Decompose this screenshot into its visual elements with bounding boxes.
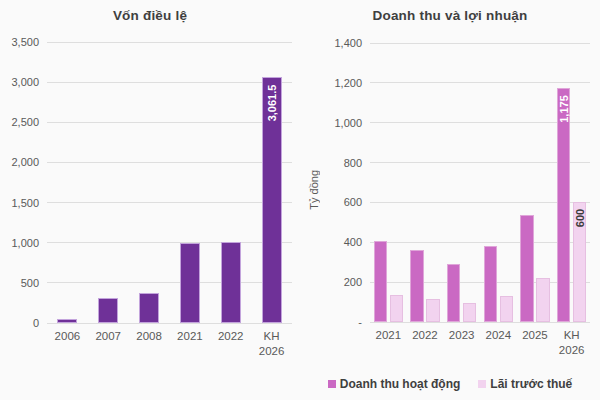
gridline [370, 82, 590, 83]
bar-Doanh thu hoạt động [410, 250, 424, 322]
y-tick-label: 800 [300, 156, 362, 170]
y-tick-label: 1,000 [0, 236, 39, 250]
y-tick-label: 1,400 [300, 36, 362, 50]
gridline [370, 43, 590, 44]
x-tick-label: 2025 [517, 328, 554, 343]
legend-marker-icon [328, 380, 336, 388]
chart-von-dieu-le: Vốn điều lệ 3,061.5 0 500 1,000 1,500 2,000 2… [0, 0, 300, 400]
bar-Lãi trước thuế [426, 299, 440, 322]
legend-label: Doanh thu hoạt động [340, 377, 461, 391]
gridline [47, 162, 292, 163]
y-tick-label: 2,500 [0, 115, 39, 129]
bar-Vốn điều lệ [180, 243, 200, 323]
charts-panel: Vốn điều lệ 3,061.5 0 500 1,000 1,500 2,000 2… [0, 0, 600, 400]
x-tick-label: KH 2026 [553, 328, 590, 358]
gridline [47, 282, 292, 283]
legend-label: Lãi trước thuế [490, 377, 572, 391]
gridline [47, 202, 292, 203]
gridline [47, 122, 292, 123]
chart-title: Vốn điều lệ [0, 8, 300, 23]
gridline [47, 323, 292, 324]
x-tick-label: 2022 [210, 329, 251, 344]
gridline [47, 82, 292, 83]
plot-area: 1,175 600 [370, 43, 590, 322]
y-tick-label: 0 [0, 316, 39, 330]
x-tick-label: 2024 [480, 328, 517, 343]
y-tick-label: 500 [0, 276, 39, 290]
legend-marker-icon [478, 380, 486, 388]
y-tick-label: 200 [300, 275, 362, 289]
bar-Doanh thu hoạt động [520, 215, 534, 322]
chart-doanh-thu-loi-nhuan: Doanh thu và lợi nhuận Tỷ đồng 1,175600 … [300, 0, 600, 400]
gridline [47, 42, 292, 43]
bar-Vốn điều lệ [139, 293, 159, 323]
x-tick-label: 2022 [407, 328, 444, 343]
bar-Lãi trước thuế [463, 303, 477, 322]
legend: Doanh thu hoạt động Lãi trước thuế [300, 377, 600, 391]
bar-Lãi trước thuế [390, 295, 404, 322]
y-tick-label: 600 [300, 195, 362, 209]
y-tick-label: - [300, 315, 362, 329]
x-tick-label: 2021 [370, 328, 407, 343]
x-tick-label: 2007 [88, 329, 129, 344]
bar-Vốn điều lệ [221, 242, 241, 323]
bar-Doanh thu hoạt động [374, 241, 388, 322]
x-tick-label: 2023 [443, 328, 480, 343]
bar-Doanh thu hoạt động [447, 264, 461, 322]
x-tick-label: 2006 [47, 329, 88, 344]
plot-area: 3,061.5 [47, 42, 292, 323]
legend-item: Lãi trước thuế [478, 377, 572, 391]
legend-item: Doanh thu hoạt động [328, 377, 461, 391]
bar-value-label: 1,175 [558, 95, 570, 123]
y-tick-label: 2,000 [0, 155, 39, 169]
bar-value-label: 3,061.5 [266, 84, 278, 121]
bar-Doanh thu hoạt động [557, 88, 571, 322]
y-tick-label: 1,200 [300, 76, 362, 90]
x-tick-label: 2008 [129, 329, 170, 344]
gridline [47, 242, 292, 243]
y-tick-label: 3,500 [0, 35, 39, 49]
bar-Doanh thu hoạt động [484, 246, 498, 322]
y-tick-label: 3,000 [0, 75, 39, 89]
bar-Vốn điều lệ [57, 319, 77, 323]
y-tick-label: 400 [300, 235, 362, 249]
y-tick-label: 1,000 [300, 116, 362, 130]
bar-Lãi trước thuế [500, 296, 514, 322]
bar-Lãi trước thuế [536, 278, 550, 322]
x-tick-label: KH 2026 [251, 329, 292, 359]
bar-Vốn điều lệ [98, 298, 118, 323]
chart-title: Doanh thu và lợi nhuận [300, 8, 600, 23]
y-tick-label: 1,500 [0, 196, 39, 210]
bar-value-label: 600 [574, 209, 586, 227]
x-tick-label: 2021 [170, 329, 211, 344]
